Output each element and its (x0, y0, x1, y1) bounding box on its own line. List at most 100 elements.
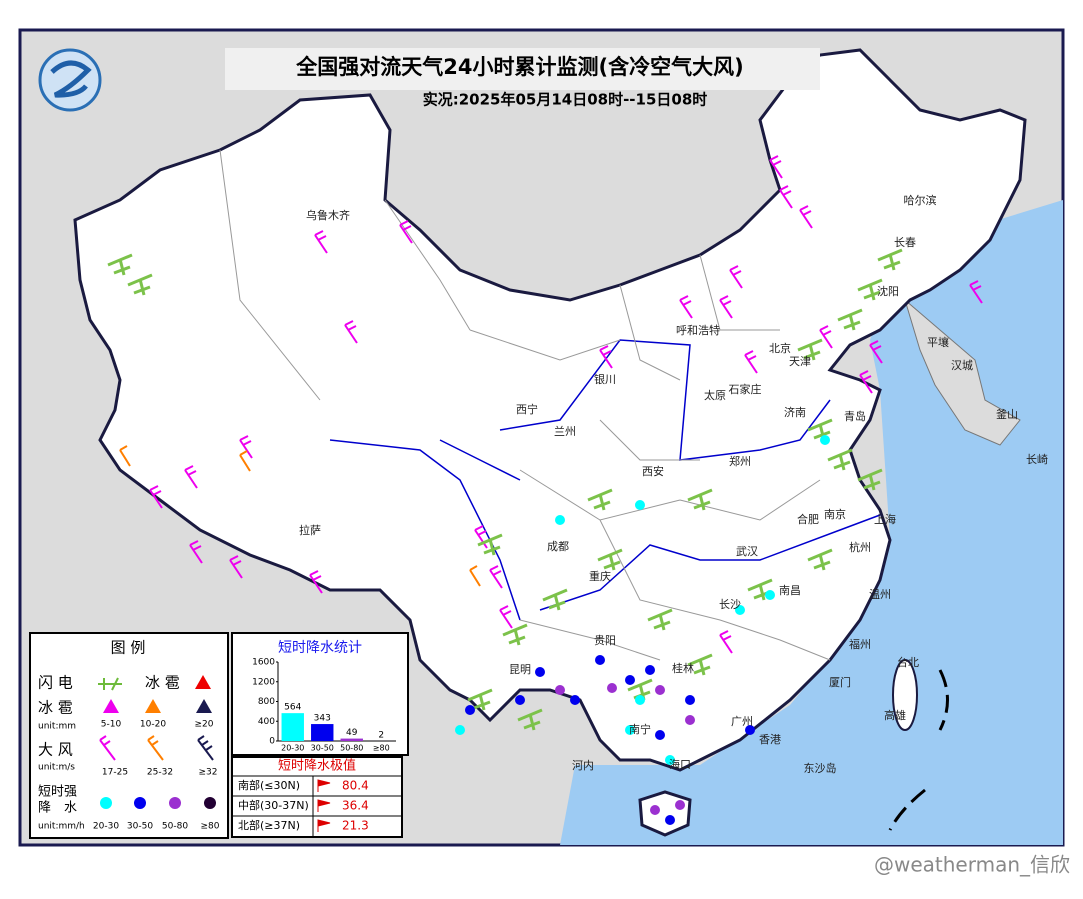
rain-dot (555, 685, 565, 695)
city-label: 武汉 (736, 545, 758, 558)
city-label: 拉萨 (299, 523, 321, 537)
wind-bin: ≥32 (199, 768, 218, 778)
city-label: 郑州 (729, 454, 751, 468)
city-label: 汉城 (951, 359, 973, 372)
city-label: 南昌 (779, 584, 801, 597)
city-label: 青岛 (844, 409, 866, 423)
city-label: 昆明 (509, 663, 531, 676)
city-label: 厦门 (829, 675, 851, 689)
y-tick-label: 800 (258, 697, 275, 707)
logo (40, 50, 100, 110)
city-label: 釜山 (996, 407, 1018, 421)
city-label: 兰州 (554, 425, 576, 438)
legend-hail: 冰 雹 (145, 674, 180, 692)
city-label: 呼和浩特 (676, 323, 720, 337)
hail-bin: 10-20 (140, 720, 166, 730)
city-label: 海口 (669, 757, 691, 771)
rain-dot (655, 685, 665, 695)
extreme-value: 36.4 (342, 799, 369, 813)
rain-icon (169, 797, 181, 809)
city-label: 河内 (572, 758, 594, 772)
x-tick-label: 20-30 (281, 744, 304, 753)
value-label: 564 (284, 703, 301, 713)
value-label: 2 (378, 730, 384, 740)
legend-wind: 大 风 (38, 741, 73, 759)
city-label: 东沙岛 (804, 761, 837, 775)
city-label: 天津 (789, 355, 811, 368)
rain-dot (685, 715, 695, 725)
rain-dot (535, 667, 545, 677)
city-label: 合肥 (797, 512, 819, 526)
rain-bin: 30-50 (127, 822, 153, 832)
y-tick-label: 1200 (252, 677, 275, 687)
rain-dot (607, 683, 617, 693)
rain-dot (465, 705, 475, 715)
city-label: 贵阳 (594, 634, 616, 647)
city-label: 南宁 (629, 722, 651, 736)
rain-bin: 50-80 (162, 822, 188, 832)
x-tick-label: 50-80 (340, 744, 363, 753)
rain-dot (625, 675, 635, 685)
y-tick-label: 1600 (252, 658, 275, 668)
rain-dot (635, 500, 645, 510)
city-label: 上海 (874, 512, 896, 526)
rain-dot (570, 695, 580, 705)
city-label: 长沙 (719, 598, 741, 611)
city-label: 南京 (824, 507, 846, 521)
city-label: 乌鲁木齐 (306, 208, 350, 222)
region-label: 北部(≥37N) (238, 818, 300, 832)
rain-dot (635, 695, 645, 705)
rain-icon (134, 797, 146, 809)
watermark: @weatherman_信欣 (874, 853, 1070, 877)
city-label: 平壤 (927, 335, 949, 349)
hail-bin: ≥20 (195, 720, 214, 730)
x-tick-label: ≥80 (373, 744, 390, 753)
city-label: 石家庄 (729, 382, 762, 396)
city-label: 西安 (642, 464, 664, 478)
bar (282, 713, 304, 741)
rain-dot (555, 515, 565, 525)
region-label: 南部(≤30N) (238, 778, 300, 792)
y-tick-label: 0 (269, 737, 275, 747)
city-label: 北京 (769, 341, 791, 355)
rain-bin: ≥80 (201, 822, 220, 832)
city-label: 杭州 (849, 540, 871, 554)
city-label: 济南 (784, 405, 806, 419)
city-label: 桂林 (672, 661, 694, 675)
city-label: 银川 (594, 372, 616, 386)
region-label: 中部(30-37N) (238, 798, 309, 812)
city-label: 太原 (704, 389, 726, 402)
city-label: 长崎 (1026, 452, 1048, 466)
legend-hail-size: 冰 雹 (38, 699, 73, 717)
hainan (640, 792, 690, 835)
city-label: 广州 (731, 715, 753, 728)
rain-dot (595, 655, 605, 665)
rain-bin: 20-30 (93, 822, 119, 832)
rain-dot (650, 805, 660, 815)
wind-bin: 17-25 (102, 768, 128, 778)
rain-dot (665, 815, 675, 825)
city-label: 香港 (759, 733, 781, 746)
stats-title: 短时降水统计 (278, 640, 362, 656)
value-label: 49 (346, 728, 358, 738)
city-label: 福州 (849, 637, 871, 651)
value-label: 343 (314, 714, 331, 724)
legend-rain: 短时强 (38, 785, 77, 800)
extreme-value: 21.3 (342, 819, 369, 833)
y-tick-label: 400 (258, 717, 275, 727)
extreme-value: 80.4 (342, 779, 369, 793)
legend-wind-unit: unit:m/s (38, 763, 75, 773)
bar (341, 739, 363, 741)
rain-dot (655, 730, 665, 740)
city-label: 长春 (894, 236, 916, 249)
legend-title: 图 例 (111, 639, 146, 657)
rain-icon (100, 797, 112, 809)
city-label: 台北 (897, 655, 919, 669)
rain-dot (645, 665, 655, 675)
rain-icon (204, 797, 216, 809)
city-label: 沈阳 (877, 284, 899, 298)
rain-dot (820, 435, 830, 445)
rain-dot (455, 725, 465, 735)
legend-rain-unit: unit:mm/h (38, 822, 85, 832)
